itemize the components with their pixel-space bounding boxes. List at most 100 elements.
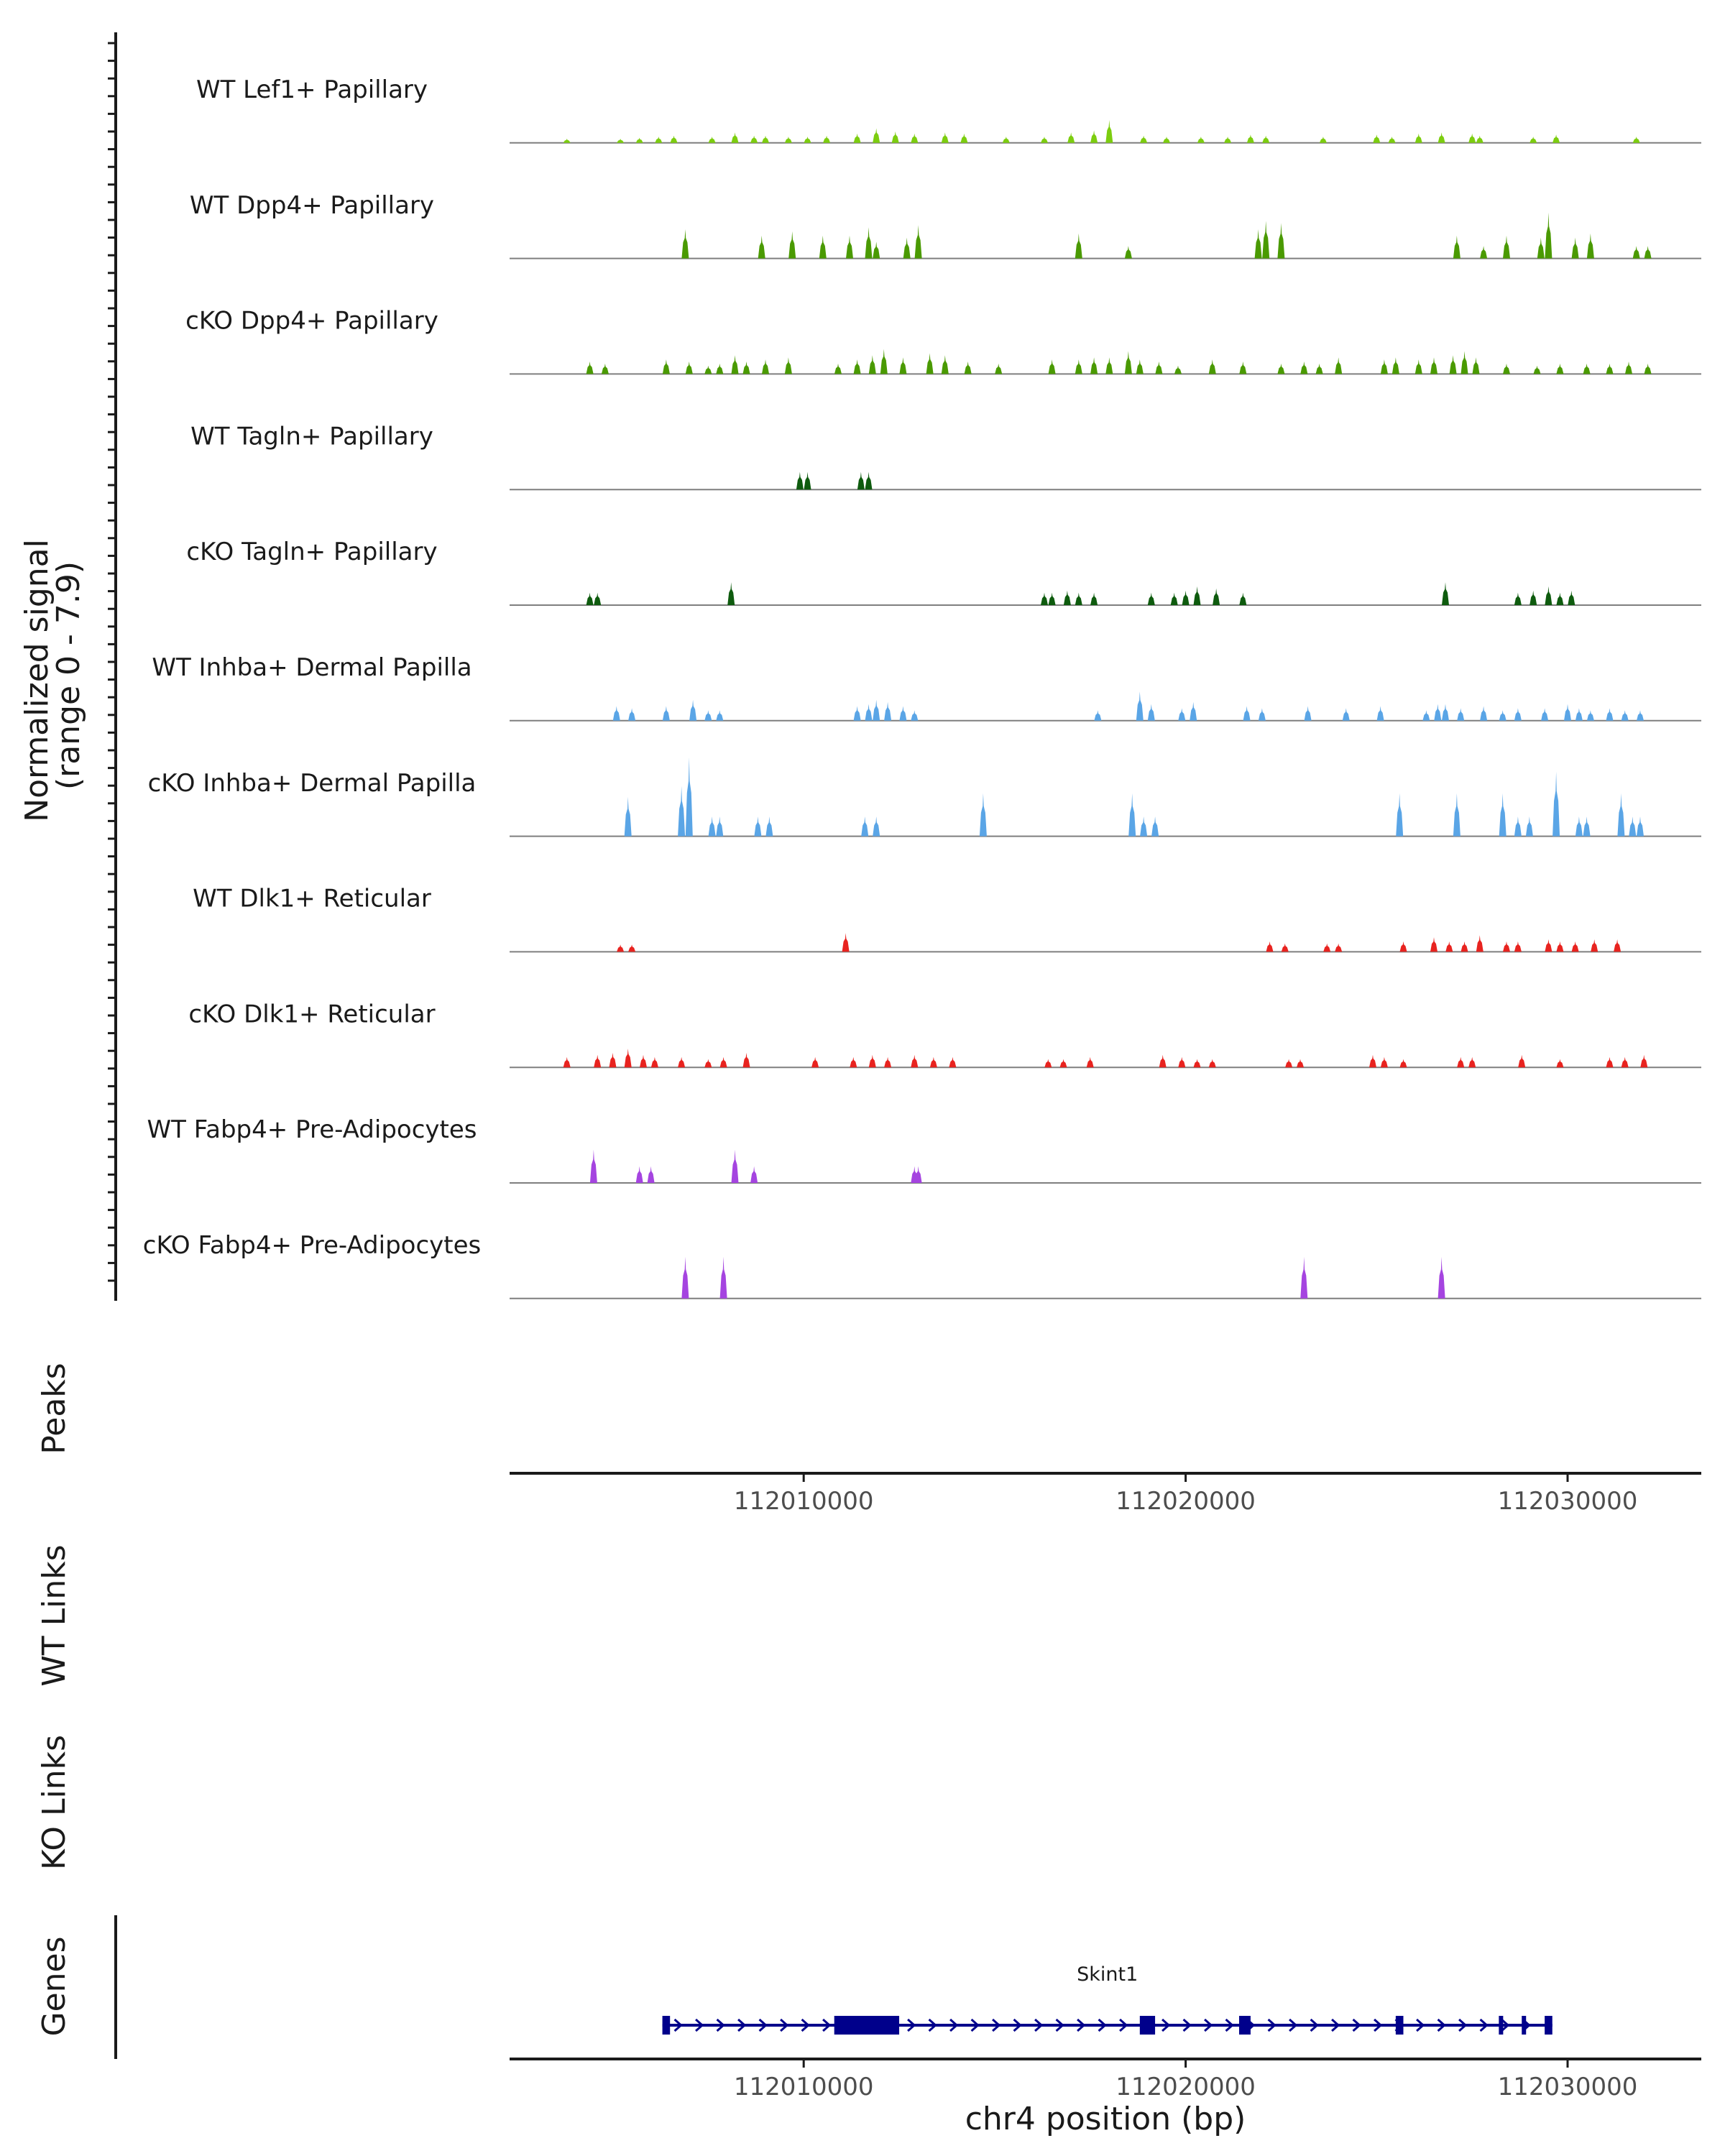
peak-wt-inhba-dermal-papilla-29: [1541, 708, 1549, 721]
peak-cko-tagln-papillary-1: [594, 592, 602, 605]
gene-strand-arrow-19: [1077, 2018, 1086, 2032]
peak-cko-dpp4-papillary-22: [1105, 357, 1113, 374]
peak-cko-dpp4-papillary-20: [1075, 359, 1082, 374]
gene-strand-arrow-2: [716, 2018, 725, 2032]
peak-wt-dpp4-papillary-21: [1632, 246, 1640, 259]
peak-cko-dlk1-reticular-10: [811, 1056, 819, 1068]
peak-cko-dpp4-papillary-35: [1414, 359, 1422, 374]
track-label-cko-tagln-papillary: cKO Tagln+ Papillary: [186, 538, 437, 566]
peak-wt-lef1-papillary-28: [1262, 135, 1270, 143]
peak-cko-dpp4-papillary-17: [964, 361, 972, 374]
peak-wt-lef1-papillary-18: [1002, 137, 1010, 143]
peak-cko-inhba-dermal-papilla-4: [716, 816, 724, 837]
peak-cko-dlk1-reticular-12: [868, 1054, 876, 1068]
peak-cko-dpp4-papillary-11: [853, 359, 861, 374]
peak-cko-inhba-dermal-papilla-12: [1151, 816, 1159, 837]
peak-wt-tagln-papillary-3: [865, 471, 873, 490]
gene-strand-arrow-3: [737, 2018, 747, 2032]
peak-cko-dpp4-papillary-19: [1048, 359, 1056, 374]
peak-cko-inhba-dermal-papilla-20: [1583, 816, 1591, 837]
peak-wt-inhba-dermal-papilla-8: [873, 699, 880, 721]
peak-wt-dpp4-papillary-10: [1124, 246, 1132, 259]
gene-strand-arrow-12: [928, 2018, 937, 2032]
peak-cko-tagln-papillary-16: [1530, 590, 1537, 605]
peak-cko-dlk1-reticular-7: [704, 1059, 712, 1068]
track-cko-tagln-papillary: cKO Tagln+ Papillary: [186, 538, 1701, 606]
gene-strand-arrow-36: [1437, 2018, 1446, 2032]
peak-cko-dpp4-papillary-45: [1625, 361, 1632, 374]
gene-strand-arrow-23: [1162, 2018, 1171, 2032]
genes-x-tick-label-2: 112030000: [1498, 2073, 1638, 2101]
gene-exon-3: [1238, 2016, 1251, 2035]
peak-wt-inhba-dermal-papilla-9: [884, 701, 892, 721]
track-wt-inhba-dermal-papilla: WT Inhba+ Dermal Papilla: [152, 653, 1701, 722]
gene-label-skint1: Skint1: [1077, 1963, 1138, 1986]
peak-wt-lef1-papillary-29: [1319, 137, 1327, 143]
gene-strand-arrow-26: [1225, 2018, 1234, 2032]
gene-exon-1: [834, 2016, 900, 2035]
peak-wt-dlk1-reticular-0: [617, 944, 625, 952]
peak-wt-inhba-dermal-papilla-7: [865, 704, 873, 721]
peak-cko-dlk1-reticular-26: [1369, 1054, 1376, 1068]
peak-wt-lef1-papillary-33: [1438, 132, 1445, 143]
peak-wt-dpp4-papillary-20: [1586, 233, 1594, 259]
peak-cko-dpp4-papillary-7: [742, 361, 750, 374]
peak-cko-dlk1-reticular-34: [1621, 1056, 1629, 1068]
peak-wt-dpp4-papillary-5: [865, 227, 873, 259]
peak-wt-tagln-papillary-1: [804, 471, 811, 490]
peak-wt-inhba-dermal-papilla-35: [1637, 710, 1644, 721]
peak-wt-dlk1-reticular-4: [1281, 943, 1289, 952]
peak-wt-lef1-papillary-37: [1552, 134, 1560, 143]
peak-cko-tagln-papillary-3: [1041, 592, 1048, 605]
peak-cko-tagln-papillary-19: [1568, 590, 1576, 605]
peaks-x-tick-label-1: 112020000: [1116, 1487, 1256, 1516]
peak-wt-inhba-dermal-papilla-24: [1442, 704, 1449, 721]
peak-cko-dlk1-reticular-8: [719, 1056, 727, 1068]
signal-y-axis-title-line1: Normalized signal: [19, 539, 55, 822]
peak-wt-fabp4-pre-adipocytes-6: [914, 1166, 922, 1183]
peak-wt-dpp4-papillary-16: [1503, 235, 1510, 259]
peak-cko-dpp4-papillary-28: [1239, 361, 1247, 374]
peak-cko-tagln-papillary-10: [1182, 590, 1190, 605]
peak-cko-dlk1-reticular-9: [742, 1052, 750, 1068]
peak-wt-inhba-dermal-papilla-14: [1147, 704, 1155, 721]
peak-cko-dpp4-papillary-4: [704, 365, 712, 374]
peak-cko-dpp4-papillary-5: [716, 363, 724, 374]
gene-strand-arrow-1: [695, 2018, 704, 2032]
track-cko-fabp4-pre-adipocytes: cKO Fabp4+ Pre-Adipocytes: [143, 1231, 1701, 1299]
track-cko-dpp4-papillary: cKO Dpp4+ Papillary: [185, 307, 1701, 375]
peak-cko-dlk1-reticular-14: [911, 1054, 919, 1068]
gene-exon-2: [1139, 2016, 1156, 2035]
gene-strand-arrow-25: [1204, 2018, 1213, 2032]
peak-wt-lef1-papillary-16: [941, 132, 949, 143]
signal-y-ticks: [108, 42, 116, 1282]
gene-strand-arrow-0: [673, 2018, 683, 2032]
peak-wt-dpp4-papillary-1: [758, 235, 765, 259]
peak-wt-inhba-dermal-papilla-10: [899, 706, 907, 721]
peak-cko-dpp4-papillary-18: [995, 363, 1003, 374]
peak-wt-dpp4-papillary-2: [788, 231, 796, 259]
peak-cko-inhba-dermal-papilla-6: [765, 816, 773, 837]
peak-wt-inhba-dermal-papilla-1: [628, 708, 636, 721]
peak-wt-inhba-dermal-papilla-32: [1586, 710, 1594, 721]
peak-cko-dlk1-reticular-22: [1193, 1059, 1201, 1068]
peak-cko-dpp4-papillary-42: [1556, 363, 1564, 374]
peak-wt-dlk1-reticular-6: [1335, 943, 1343, 952]
peak-wt-dlk1-reticular-11: [1476, 935, 1484, 952]
track-label-cko-inhba-dermal-papilla: cKO Inhba+ Dermal Papilla: [148, 769, 477, 798]
track-wt-lef1-papillary: WT Lef1+ Papillary: [196, 75, 1701, 144]
peak-wt-lef1-papillary-27: [1246, 134, 1254, 143]
peak-cko-dpp4-papillary-39: [1472, 357, 1480, 374]
peak-cko-dpp4-papillary-43: [1583, 363, 1591, 374]
peak-wt-inhba-dermal-papilla-26: [1480, 706, 1488, 721]
peak-cko-fabp4-pre-adipocytes-2: [1300, 1256, 1308, 1299]
peak-cko-dlk1-reticular-6: [678, 1056, 686, 1068]
peak-cko-inhba-dermal-papilla-19: [1575, 816, 1583, 837]
track-label-cko-dpp4-papillary: cKO Dpp4+ Papillary: [185, 307, 438, 336]
peak-cko-dpp4-papillary-33: [1380, 359, 1388, 374]
peak-cko-dlk1-reticular-28: [1399, 1059, 1407, 1068]
peak-wt-dlk1-reticular-9: [1445, 941, 1453, 952]
peak-cko-tagln-papillary-17: [1545, 586, 1552, 605]
track-wt-tagln-papillary: WT Tagln+ Papillary: [190, 422, 1701, 491]
